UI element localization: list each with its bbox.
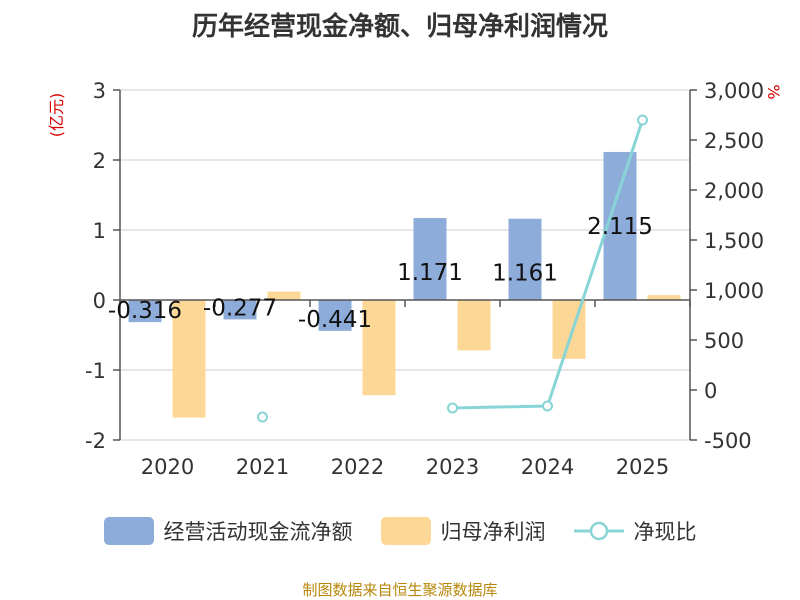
ratio-point — [542, 400, 553, 412]
bar-net-profit — [267, 291, 301, 300]
bar-cash-flow — [128, 300, 162, 323]
axes: 3 2 1 0 -1 -2 3,000 2,500 2,000 1,500 1,000 500 0 -50… — [47, 79, 783, 479]
left-tick-label: -1 — [85, 359, 106, 383]
ratio-point — [257, 411, 268, 423]
legend-item-net-profit[interactable]: 归母净利润 — [380, 516, 546, 546]
left-tick-label: 1 — [93, 219, 106, 243]
data-label-cash-flow: 1.171 — [397, 260, 463, 286]
right-tick-label: 3,000 — [704, 79, 764, 103]
right-tick-label: 0 — [704, 379, 717, 403]
legend-swatch-cash-flow — [103, 517, 154, 545]
x-tick-label: 2020 — [141, 455, 194, 479]
x-tick-label: 2022 — [331, 455, 384, 479]
left-tick-label: -2 — [85, 429, 106, 453]
right-tick-label: 500 — [704, 329, 744, 353]
bar-net-profit — [457, 300, 491, 351]
ratio-line — [257, 114, 648, 423]
bar-cash-flow — [413, 218, 447, 300]
source-note: 制图数据来自恒生聚源数据库 — [302, 581, 498, 599]
x-tick-label: 2024 — [521, 455, 574, 479]
x-tick-label: 2025 — [616, 455, 669, 479]
right-tick-label: 1,000 — [704, 279, 764, 303]
bar-marks — [128, 151, 681, 418]
bar-cash-flow — [603, 151, 637, 300]
left-axis-unit: (亿元) — [47, 93, 66, 138]
x-tick-label: 2023 — [426, 455, 479, 479]
legend-label-cash-flow: 经营活动现金流净额 — [163, 520, 353, 544]
data-label-cash-flow: 2.115 — [587, 214, 653, 240]
legend: 经营活动现金流净额 归母净利润 净现比 — [0, 516, 800, 546]
right-tick-label: 1,500 — [704, 229, 764, 253]
data-labels: -0.316 -0.277 -0.441 1.171 1.161 2.115 — [108, 214, 653, 333]
left-tick-label: 2 — [93, 149, 106, 173]
bar-cash-flow — [223, 300, 257, 320]
right-tick-label: 2,500 — [704, 129, 764, 153]
right-axis-unit: % — [764, 84, 783, 99]
bar-net-profit — [647, 295, 681, 300]
chart-title: 历年经营现金净额、归母净利润情况 — [191, 12, 608, 42]
data-label-cash-flow: 1.161 — [492, 261, 558, 287]
right-tick-label: 2,000 — [704, 179, 764, 203]
legend-swatch-net-profit — [380, 517, 431, 545]
ratio-point — [637, 114, 648, 126]
bar-net-profit — [362, 300, 396, 396]
ratio-point — [447, 402, 458, 414]
legend-item-ratio[interactable]: 净现比 — [573, 516, 697, 546]
left-tick-label: 0 — [93, 289, 106, 313]
bar-cash-flow — [508, 218, 542, 300]
legend-item-cash-flow[interactable]: 经营活动现金流净额 — [103, 516, 353, 546]
bar-net-profit — [172, 300, 206, 418]
data-label-cash-flow: -0.316 — [108, 298, 182, 324]
left-tick-label: 3 — [93, 79, 106, 103]
legend-label-net-profit: 归母净利润 — [440, 520, 546, 544]
x-tick-label: 2021 — [236, 455, 289, 479]
data-label-cash-flow: -0.277 — [203, 295, 277, 321]
legend-label-ratio: 净现比 — [633, 520, 697, 544]
right-tick-label: -500 — [704, 429, 752, 453]
legend-swatch-ratio — [573, 521, 624, 541]
bar-cash-flow — [318, 300, 352, 331]
data-label-cash-flow: -0.441 — [298, 307, 372, 333]
